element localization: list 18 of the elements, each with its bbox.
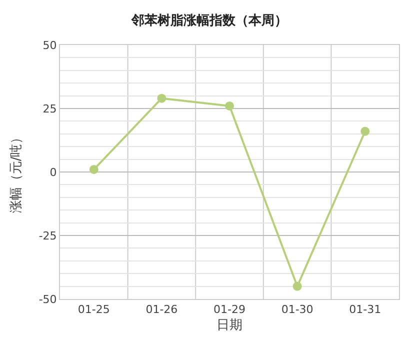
- point: [225, 101, 234, 110]
- x-tick-label: 01-29: [214, 303, 246, 316]
- y-tick-label: -50: [38, 292, 57, 306]
- x-tick-label: 01-26: [146, 303, 178, 316]
- x-tick-label: 01-31: [349, 303, 382, 316]
- point: [89, 164, 98, 174]
- y-tick-label: 0: [50, 166, 57, 179]
- y-tick-label: 25: [42, 102, 57, 116]
- x-axis-title: 日期: [216, 318, 242, 333]
- y-axis-title: 涨幅（元/吨）: [8, 130, 24, 214]
- x-tick-label: 01-25: [78, 303, 110, 316]
- point: [157, 94, 166, 103]
- point: [360, 126, 370, 136]
- y-tick-label: -25: [38, 229, 57, 242]
- point: [292, 282, 302, 291]
- y-tick-label: 50: [42, 38, 57, 52]
- x-tick-label: 01-30: [281, 303, 314, 316]
- chart-title: 邻苯树脂涨幅指数（本周）: [130, 14, 288, 29]
